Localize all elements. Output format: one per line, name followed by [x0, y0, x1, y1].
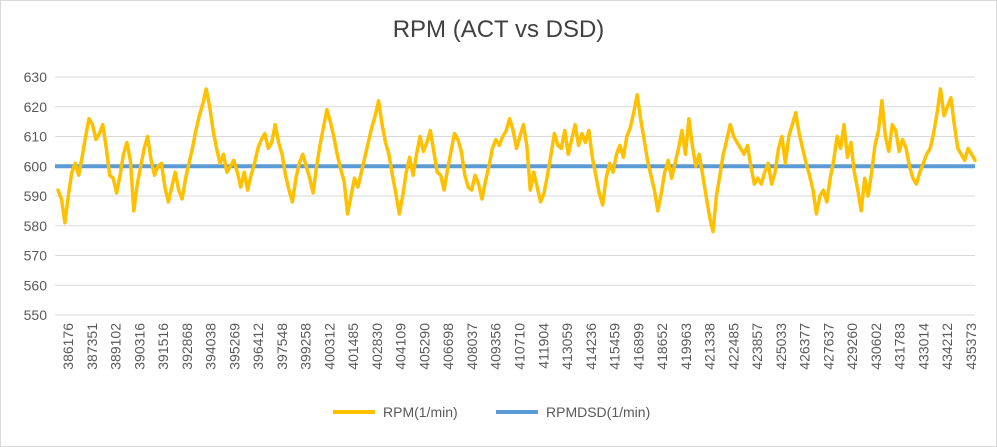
- legend-swatch-rpm: [333, 410, 375, 414]
- y-tick-label: 610: [24, 129, 48, 145]
- x-tick-label: 411904: [535, 323, 551, 369]
- y-tick-label: 590: [24, 188, 48, 204]
- x-tick-label: 392868: [179, 323, 195, 370]
- x-tick-label: 400312: [321, 323, 337, 370]
- chart-title: RPM (ACT vs DSD): [392, 16, 605, 43]
- x-tick-label: 396412: [250, 323, 266, 370]
- x-tick-label: 416899: [630, 323, 646, 370]
- x-tick-label: 413059: [559, 323, 575, 370]
- y-tick-label: 550: [24, 307, 48, 323]
- legend-swatch-rpmdsd: [496, 410, 538, 414]
- x-tick-label: 414236: [583, 323, 599, 370]
- x-tick-label: 434212: [939, 323, 955, 370]
- x-tick-label: 422485: [725, 323, 741, 370]
- x-tick-label: 426377: [797, 323, 813, 370]
- x-tick-label: 386176: [60, 323, 76, 370]
- y-tick-label: 620: [24, 99, 48, 115]
- x-tick-label: 435373: [963, 323, 979, 370]
- legend-item-rpmdsd[interactable]: RPMDSD(1/min): [496, 402, 650, 422]
- x-tick-label: 405290: [416, 323, 432, 370]
- x-tick-label: 406698: [440, 323, 456, 370]
- x-tick-label: 423857: [749, 323, 765, 370]
- series-line-rpm: [56, 87, 977, 234]
- x-tick-label: 395269: [226, 323, 242, 370]
- legend-item-rpm[interactable]: RPM(1/min): [333, 402, 458, 422]
- y-tick-label: 570: [24, 248, 48, 264]
- x-tick-label: 421338: [702, 323, 718, 370]
- x-tick-label: 418652: [654, 323, 670, 370]
- x-tick-label: 430602: [868, 323, 884, 370]
- x-tick-label: 415459: [607, 323, 623, 370]
- x-tick-label: 387351: [84, 323, 100, 370]
- x-tick-label: 419963: [678, 323, 694, 370]
- legend-label-rpm: RPM(1/min): [383, 404, 458, 420]
- x-tick-label: 409356: [488, 323, 504, 370]
- y-tick-label: 560: [24, 277, 48, 293]
- legend-label-rpmdsd: RPMDSD(1/min): [546, 404, 651, 420]
- y-tick-label: 630: [24, 69, 48, 85]
- x-tick-label: 408037: [464, 323, 480, 370]
- x-tick-label: 394038: [203, 323, 219, 370]
- x-tick-label: 401485: [345, 323, 361, 370]
- x-tick-label: 404109: [393, 323, 409, 370]
- x-tick-label: 389102: [108, 323, 124, 370]
- y-tick-label: 580: [24, 218, 48, 234]
- y-tick-label: 600: [24, 158, 48, 174]
- x-tick-label: 425033: [773, 323, 789, 370]
- x-tick-label: 427637: [820, 323, 836, 370]
- x-tick-label: 433014: [915, 323, 931, 370]
- legend: RPM(1/min) RPMDSD(1/min): [0, 402, 997, 422]
- x-tick-label: 399258: [298, 323, 314, 370]
- x-tick-label: 390316: [131, 323, 147, 370]
- x-tick-label: 397548: [274, 323, 290, 370]
- x-tick-label: 391516: [155, 323, 171, 370]
- x-tick-label: 402830: [369, 323, 385, 370]
- x-tick-label: 410710: [512, 323, 528, 370]
- x-tick-label: 431783: [892, 323, 908, 370]
- x-tick-label: 429260: [844, 323, 860, 370]
